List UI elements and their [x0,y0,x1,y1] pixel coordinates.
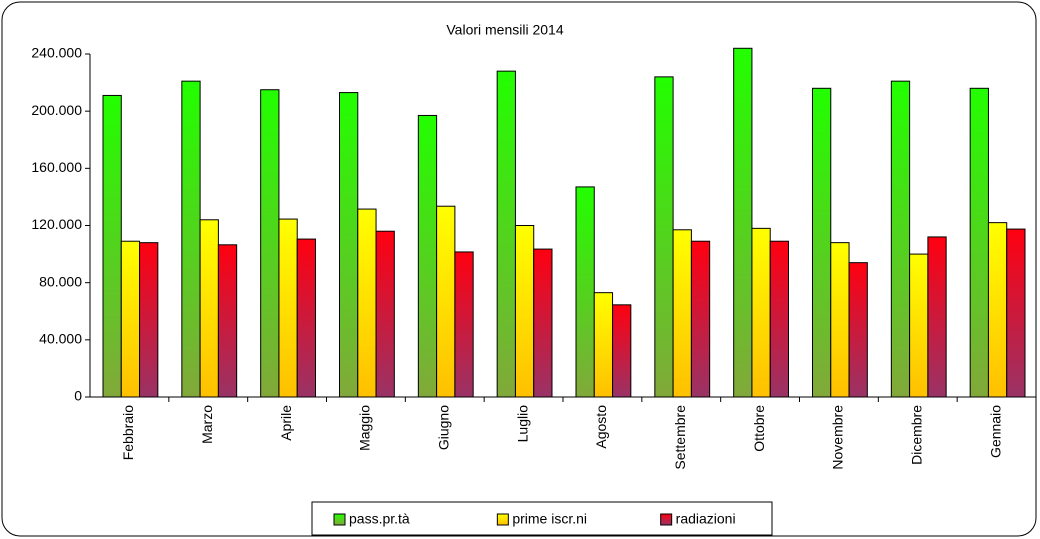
legend-swatch [660,513,673,526]
bar [514,225,535,398]
bar [690,240,711,398]
y-tick-label: 240.000 [31,45,82,61]
bar [339,92,359,398]
bar [848,262,868,398]
bar [593,292,614,398]
x-tick-label: Agosto [593,405,609,449]
y-tick-label: 80.000 [39,273,82,289]
x-tick-label: Luglio [514,405,530,443]
bar [375,230,395,398]
legend-label: pass.pr.tà [349,511,410,527]
y-tick-label: 120.000 [31,216,82,232]
bar [357,208,377,398]
bar [909,253,929,398]
y-tick-label: 40.000 [39,331,82,347]
bar [199,219,219,398]
legend-label: radiazioni [676,511,736,527]
bar [1006,228,1026,398]
bar [533,248,553,398]
y-tick-label: 0 [74,388,82,404]
x-tick-label: Ottobre [751,405,767,452]
y-tick-label: 200.000 [31,102,82,118]
bar [969,87,989,398]
bar [260,89,280,398]
x-tick-label: Settembre [672,405,688,470]
bar [927,236,947,398]
x-tick-label: Dicembre [908,405,924,465]
legend-swatch [333,513,346,526]
bar [751,227,771,398]
bar [217,244,238,398]
bar [769,240,790,398]
legend-swatch [496,513,509,526]
bar [454,251,474,398]
x-tick-label: Gennaio [987,405,1003,458]
x-tick-label: Aprile [278,405,294,441]
bar [575,186,595,398]
bar [120,240,141,398]
x-tick-label: Febbraio [120,405,136,460]
chart-title: Valori mensili 2014 [446,22,563,38]
bar [890,80,911,398]
bar [296,238,317,398]
bar [102,94,122,398]
bar [417,114,438,398]
x-tick-label: Novembre [830,405,846,470]
bar [612,304,632,398]
bar [812,87,832,398]
bar [436,205,456,398]
legend-box [311,501,773,536]
bar [496,70,516,398]
bar [672,229,692,398]
bar [139,242,159,398]
bar [733,47,753,398]
bar [987,222,1008,398]
x-tick-label: Marzo [199,405,215,444]
x-tick-label: Maggio [357,405,373,451]
y-tick-label: 160.000 [31,159,82,175]
bar [278,218,298,398]
bar [181,80,201,398]
bar [654,76,674,398]
x-tick-label: Giugno [435,405,451,450]
bar [830,242,850,398]
legend-label: prime iscr.ni [512,511,587,527]
